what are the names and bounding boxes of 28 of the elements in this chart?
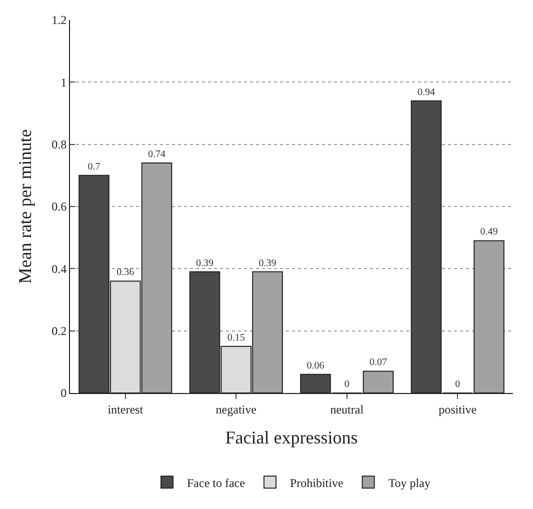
legend-label: Prohibitive xyxy=(290,476,344,490)
data-label: 0.39 xyxy=(258,258,276,269)
x-tick-label: positive xyxy=(438,402,477,416)
data-label: 0.15 xyxy=(227,332,245,344)
data-label: 0.36 xyxy=(116,267,134,278)
data-label: 0 xyxy=(455,379,460,390)
x-tick-label: interest xyxy=(108,402,144,416)
data-label: 0.94 xyxy=(417,86,435,98)
y-tick-label: 0.2 xyxy=(52,324,67,338)
y-tick-label: 0 xyxy=(60,386,67,400)
x-axis-title: Facial expressions xyxy=(225,428,358,448)
data-label: 0.49 xyxy=(480,226,498,238)
x-tick-label: negative xyxy=(216,402,256,416)
y-tick-label: 0.6 xyxy=(52,200,67,214)
y-axis-title: Mean rate per minute xyxy=(14,129,35,284)
data-label: 0.07 xyxy=(370,357,388,368)
data-label: 0.39 xyxy=(196,258,214,269)
legend-label: Toy play xyxy=(388,476,430,490)
data-label: 0 xyxy=(344,379,350,390)
data-label: 0.06 xyxy=(306,360,324,372)
x-tick-label: neutral xyxy=(330,402,364,416)
y-tick-label: 0.8 xyxy=(52,138,67,152)
y-tick-label: 1.2 xyxy=(52,13,67,28)
data-label: 0.7 xyxy=(88,161,100,172)
legend-label: Face to face xyxy=(187,476,245,490)
y-tick-label: 1 xyxy=(60,75,67,90)
y-tick-label: 0.4 xyxy=(52,262,67,276)
data-label: 0.74 xyxy=(148,148,166,160)
